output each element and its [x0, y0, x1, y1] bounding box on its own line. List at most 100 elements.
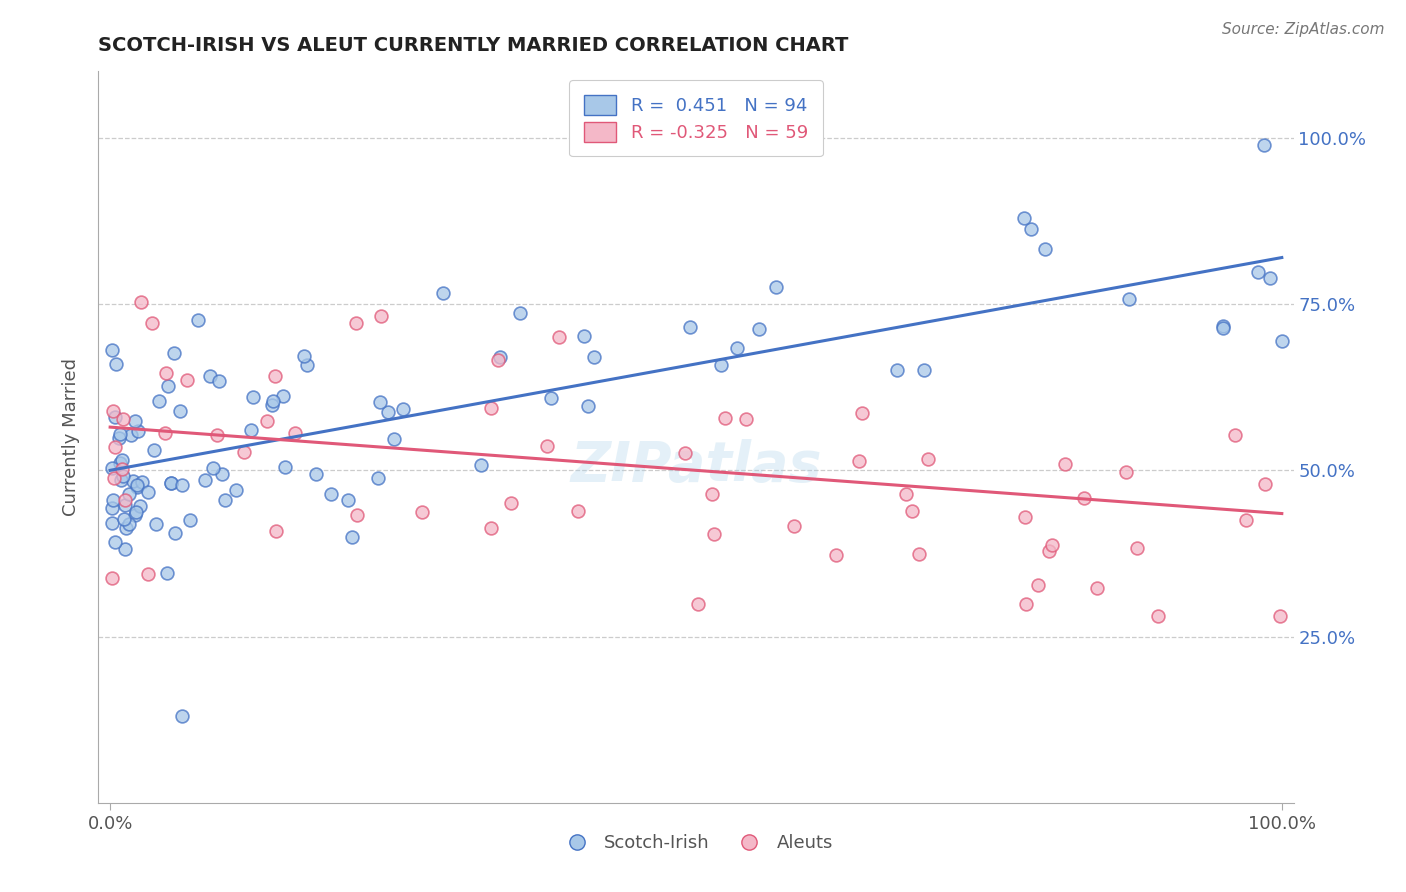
Point	[702, 487, 724, 501]
Point	[101, 571, 124, 585]
Point	[121, 474, 143, 488]
Point	[273, 389, 295, 403]
Point	[163, 346, 186, 360]
Point	[111, 469, 134, 483]
Point	[103, 493, 125, 508]
Point	[340, 530, 363, 544]
Point	[159, 476, 181, 491]
Point	[576, 399, 599, 413]
Point	[125, 478, 148, 492]
Point	[1115, 465, 1137, 479]
Text: SCOTCH-IRISH VS ALEUT CURRENTLY MARRIED CORRELATION CHART: SCOTCH-IRISH VS ALEUT CURRENTLY MARRIED …	[98, 36, 849, 54]
Point	[344, 316, 367, 330]
Point	[1040, 538, 1063, 552]
Point	[256, 414, 278, 428]
Point	[1268, 609, 1291, 624]
Point	[432, 285, 454, 300]
Point	[107, 431, 129, 445]
Point	[127, 425, 149, 439]
Point	[170, 709, 193, 723]
Point	[725, 341, 748, 355]
Point	[124, 413, 146, 427]
Point	[1019, 222, 1042, 236]
Point	[201, 460, 224, 475]
Point	[124, 508, 146, 522]
Point	[101, 461, 124, 475]
Point	[242, 390, 264, 404]
Point	[110, 473, 132, 487]
Point	[108, 427, 131, 442]
Point	[1026, 577, 1049, 591]
Point	[382, 432, 405, 446]
Y-axis label: Currently Married: Currently Married	[62, 358, 80, 516]
Point	[136, 485, 159, 500]
Point	[470, 458, 492, 473]
Point	[148, 394, 170, 409]
Point	[208, 374, 231, 388]
Point	[111, 411, 134, 425]
Point	[896, 487, 918, 501]
Point	[479, 401, 502, 415]
Point	[101, 516, 124, 530]
Point	[211, 467, 233, 481]
Point	[1212, 318, 1234, 333]
Point	[368, 394, 391, 409]
Point	[886, 363, 908, 377]
Point	[155, 366, 177, 380]
Point	[156, 566, 179, 580]
Point	[125, 505, 148, 519]
Point	[851, 406, 873, 420]
Point	[169, 404, 191, 418]
Point	[486, 352, 509, 367]
Point	[848, 453, 870, 467]
Point	[377, 404, 399, 418]
Point	[104, 440, 127, 454]
Point	[111, 462, 134, 476]
Point	[824, 548, 846, 562]
Point	[104, 410, 127, 425]
Point	[1038, 544, 1060, 558]
Point	[1126, 541, 1149, 555]
Point	[101, 403, 124, 417]
Point	[194, 473, 217, 487]
Point	[501, 496, 523, 510]
Point	[1012, 211, 1035, 225]
Point	[295, 358, 318, 372]
Point	[155, 425, 177, 440]
Point	[101, 343, 124, 357]
Point	[411, 505, 433, 519]
Point	[112, 512, 135, 526]
Point	[1212, 321, 1234, 335]
Point	[292, 349, 315, 363]
Point	[118, 517, 141, 532]
Point	[1053, 457, 1076, 471]
Point	[900, 504, 922, 518]
Point	[141, 316, 163, 330]
Point	[1258, 271, 1281, 285]
Point	[115, 521, 138, 535]
Point	[128, 499, 150, 513]
Point	[262, 394, 284, 409]
Point	[489, 350, 512, 364]
Point	[509, 306, 531, 320]
Point	[917, 452, 939, 467]
Point	[165, 526, 187, 541]
Point	[240, 423, 263, 437]
Point	[114, 493, 136, 508]
Point	[1225, 427, 1247, 442]
Point	[734, 412, 756, 426]
Point	[264, 524, 287, 538]
Point	[143, 442, 166, 457]
Point	[908, 547, 931, 561]
Point	[548, 330, 571, 344]
Point	[198, 368, 221, 383]
Point	[1087, 581, 1109, 595]
Point	[686, 597, 709, 611]
Point	[103, 471, 125, 485]
Point	[136, 566, 159, 581]
Point	[336, 493, 359, 508]
Point	[118, 487, 141, 501]
Point	[710, 358, 733, 372]
Point	[284, 426, 307, 441]
Point	[179, 513, 201, 527]
